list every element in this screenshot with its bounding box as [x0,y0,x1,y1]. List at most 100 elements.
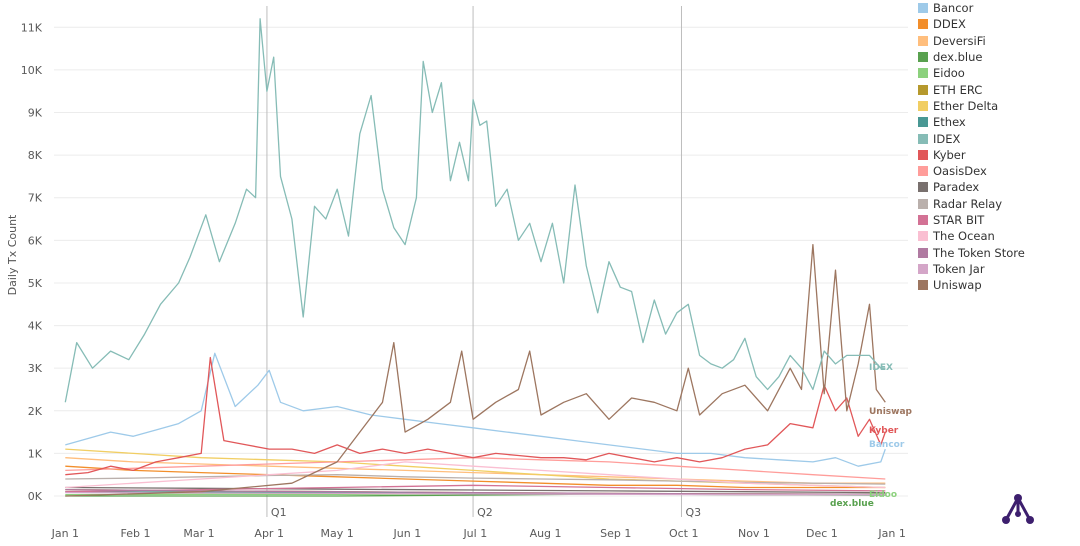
bloxy-logo [998,492,1038,532]
legend-label: The Ocean [933,229,995,244]
legend-label: DeversiFi [933,33,986,48]
y-tick-label: 2K [28,405,43,418]
bloxy-logo-icon [1002,494,1034,524]
end-label-kyber: Kyber [869,426,899,436]
legend-swatch [918,3,928,14]
legend-label: dex.blue [933,50,983,65]
legend-item-eidoo[interactable]: Eidoo [918,65,1078,81]
x-tick-label: May 1 [321,527,354,540]
legend-item-radar-relay[interactable]: Radar Relay [918,196,1078,212]
legend-swatch [918,215,928,225]
quarter-markers: Q1 Q2 Q3 [266,6,701,519]
legend-swatch [918,149,928,160]
legend-swatch [918,280,928,291]
legend-label: OasisDex [933,164,987,179]
legend-swatch [918,247,928,258]
legend-item-paradex[interactable]: Paradex [918,179,1078,195]
legend-item-dex-blue[interactable]: dex.blue [918,49,1078,65]
legend-item-oasisdex[interactable]: OasisDex [918,163,1078,179]
series-line-bancor [65,352,886,467]
x-tick-label: Jun 1 [393,527,422,540]
gridlines [54,26,908,497]
series-line-radar-relay [65,474,886,485]
legend-label: IDEX [933,131,961,146]
legend-item-idex[interactable]: IDEX [918,130,1078,146]
legend-swatch [918,35,928,46]
legend-item-the-ocean[interactable]: The Ocean [918,228,1078,244]
legend-item-the-token-store[interactable]: The Token Store [918,244,1078,260]
series-line-uniswap [65,243,886,497]
legend-label: ETH ERC [933,82,983,97]
legend-item-kyber[interactable]: Kyber [918,147,1078,163]
legend-item-ether-delta[interactable]: Ether Delta [918,98,1078,114]
series-line-the-token-store [65,488,886,495]
y-tick-label: 10K [21,64,43,77]
end-label-bancor: Bancor [869,440,905,450]
x-tick-label: Mar 1 [183,527,214,540]
legend-item-token-jar[interactable]: Token Jar [918,261,1078,277]
legend-swatch [918,198,928,209]
legend-label: Ethex [933,115,966,130]
legend-item-bancor[interactable]: Bancor [918,0,1078,16]
legend-label: DDEX [933,17,966,32]
legend-label: Paradex [933,180,980,195]
legend-label: The Token Store [933,245,1025,260]
legend-item-ethex[interactable]: Ethex [918,114,1078,130]
legend-swatch [918,84,928,95]
legend-item-deversifi[interactable]: DeversiFi [918,33,1078,49]
y-tick-label: 5K [28,277,43,290]
series-line-oasisdex [65,457,886,480]
y-tick-label: 7K [28,192,43,205]
legend-swatch [918,100,928,111]
quarter-label: Q2 [477,506,493,519]
legend-label: Eidoo [933,66,965,81]
y-tick-label: 4K [28,320,43,333]
x-tick-label: Jan 1 [51,527,79,540]
x-tick-label: Jul 1 [462,527,487,540]
x-tick-label: Feb 1 [121,527,151,540]
series-line-ddex [65,465,886,489]
y-tick-label: 9K [28,107,43,120]
legend-item-star-bit[interactable]: STAR BIT [918,212,1078,228]
y-tick-label: 11K [21,21,43,34]
x-tick-label: Apr 1 [254,527,284,540]
x-axis: Jan 1 Feb 1 Mar 1 Apr 1 May 1 Jun 1 Jul 1 Aug 1… [51,527,906,540]
legend-swatch [918,263,928,274]
legend-label: Radar Relay [933,196,1003,211]
legend-label: STAR BIT [933,213,985,227]
y-tick-label: 8K [28,149,43,162]
y-tick-label: 0K [28,490,43,503]
legend-swatch [918,117,928,128]
legend-item-eth-erc[interactable]: ETH ERC [918,81,1078,97]
x-tick-label: Jan 1 [877,527,905,540]
x-tick-label: Aug 1 [530,527,562,540]
x-tick-label: Nov 1 [738,527,770,540]
series-line-token-jar [65,491,886,496]
legend-swatch [918,52,928,63]
legend-label: Token Jar [933,261,985,276]
y-axis-title: Daily Tx Count [6,214,19,295]
series-line-star-bit [65,484,886,493]
series-line-paradex [65,486,886,494]
end-label-eidoo: Eidoo [869,490,897,500]
series-line-deversifi [65,457,886,484]
end-label-dex-blue: dex.blue [830,499,874,509]
y-tick-label: 1K [28,447,43,460]
legend-swatch [918,19,928,30]
end-label-uniswap: Uniswap [869,407,913,417]
y-axis: 0K 1K 2K 3K 4K 5K 6K 7K 8K 9K 10K 11K [21,21,43,503]
legend-label: Kyber [933,147,966,162]
legend-swatch [918,133,928,144]
legend-label: Uniswap [933,278,982,293]
chart-legend: Bancor DDEX DeversiFi dex.blue Eidoo ETH ERC E… [918,0,1078,293]
legend-item-ddex[interactable]: DDEX [918,16,1078,32]
quarter-label: Q1 [271,506,287,519]
legend-item-uniswap[interactable]: Uniswap [918,277,1078,293]
series-lines [64,18,886,497]
series-line-the-ocean [65,461,886,489]
legend-swatch [918,166,928,177]
x-tick-label: Oct 1 [669,527,699,540]
